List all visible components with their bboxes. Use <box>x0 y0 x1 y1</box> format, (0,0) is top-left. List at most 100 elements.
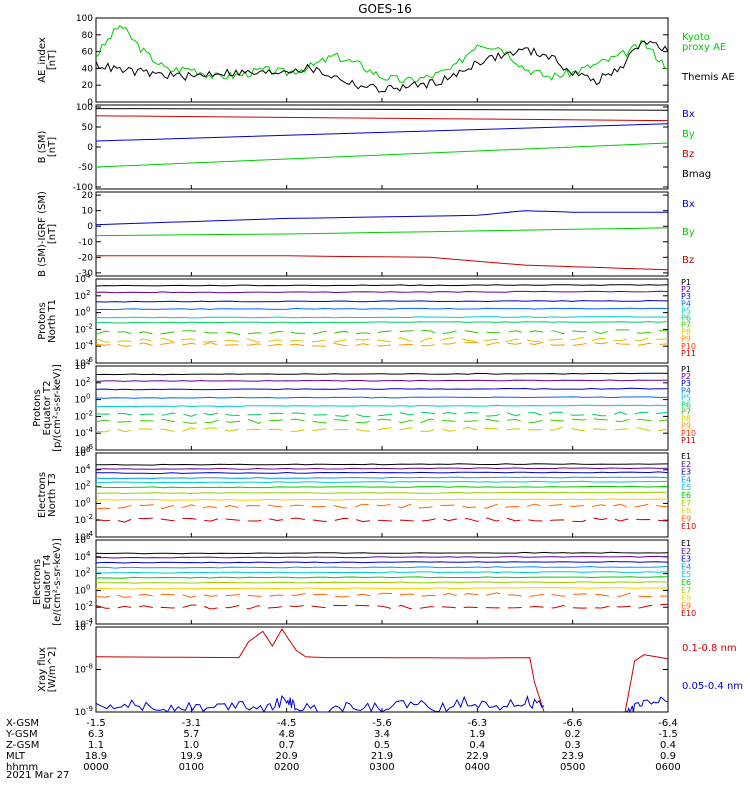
y-tick-label: 10 <box>75 449 87 459</box>
y-axis-label: Protons <box>37 302 48 339</box>
axis-row-label: X-GSM <box>6 718 39 729</box>
axis-row-value: 0500 <box>560 762 585 773</box>
y-axis-label: [nT] <box>47 224 58 244</box>
y-tick-exponent: -2 <box>86 322 93 330</box>
y-tick-label: 10 <box>75 536 87 546</box>
y-tick-label: 10 <box>75 553 87 563</box>
channel-line <box>95 329 669 336</box>
legend-entry: P1 <box>681 278 691 287</box>
axis-row-label: Y-GSM <box>5 729 38 740</box>
y-axis-label: Protons <box>32 389 43 426</box>
y-tick-exponent: -2 <box>86 409 93 417</box>
axis-row-value: 0.5 <box>374 740 390 751</box>
legend-entry: E5 <box>681 483 691 492</box>
legend-entry: P3 <box>681 379 691 388</box>
y-tick-exponent: 2 <box>86 480 90 488</box>
y-axis-label: [p/(cm²-s-sr-keV)] <box>52 364 63 452</box>
y-tick-exponent: -4 <box>86 617 94 625</box>
channel-line <box>95 581 669 584</box>
legend-entry: P2 <box>681 372 691 381</box>
y-axis-label: [nT] <box>47 137 58 157</box>
y-tick-exponent: -6 <box>86 356 94 364</box>
y-tick-label: 10 <box>75 362 87 372</box>
axis-row-value: 20.9 <box>276 751 298 762</box>
legend-entry: E3 <box>681 468 691 477</box>
legend-entry: P10 <box>681 429 696 438</box>
y-axis-label: B (SM) <box>37 130 48 163</box>
axis-row-value: -4.5 <box>277 718 297 729</box>
channel-line <box>95 284 669 287</box>
legend-entry: P9 <box>681 335 691 344</box>
axis-row-label: Z-GSM <box>6 740 39 751</box>
y-tick-exponent: 0 <box>86 393 90 401</box>
y-tick-exponent: 2 <box>86 376 90 384</box>
legend-entry: E2 <box>681 460 691 469</box>
y-tick-label: 20 <box>82 191 94 201</box>
axis-row-value: 0.9 <box>660 751 676 762</box>
channel-line <box>95 498 669 501</box>
series-line <box>95 210 668 226</box>
panel-frame <box>95 365 669 451</box>
y-axis-label: B (SM)-IGRF (SM) <box>37 191 48 277</box>
channel-line <box>95 290 669 294</box>
series-line <box>95 227 669 237</box>
y-tick-label: 20 <box>82 81 94 91</box>
legend-entry: P8 <box>681 415 691 424</box>
channel-line <box>95 379 669 382</box>
legend-entry: E9 <box>681 514 691 523</box>
legend-entry: 0.05-0.4 nm <box>682 681 743 692</box>
axis-row-value: -6.3 <box>468 718 488 729</box>
panel-frame <box>95 452 669 538</box>
axis-row-value: 1.1 <box>88 740 104 751</box>
legend-entry: P8 <box>681 328 691 337</box>
axis-row-value: 4.8 <box>279 729 295 740</box>
legend-entry: P9 <box>681 422 691 431</box>
axis-row-value: 19.9 <box>180 751 202 762</box>
axis-row-value: 6.3 <box>88 729 104 740</box>
legend-entry: E9 <box>681 601 691 610</box>
legend-entry: E3 <box>681 555 691 564</box>
y-tick-exponent: 6 <box>86 533 91 541</box>
channel-line <box>95 426 669 433</box>
legend-entry: P6 <box>681 313 691 322</box>
channel-line <box>95 560 669 564</box>
y-tick-label: 10 <box>75 586 87 596</box>
y-tick-label: 10 <box>75 275 87 285</box>
y-tick-label: 100 <box>76 103 93 113</box>
legend-entry: E10 <box>681 609 696 618</box>
y-tick-label: 100 <box>76 14 93 24</box>
axis-row-label: MLT <box>6 751 26 762</box>
axis-row-label: hhmm <box>6 762 38 773</box>
axis-row-value: 0.2 <box>565 729 581 740</box>
panel-frame <box>95 17 669 103</box>
y-axis-label: [e/(cm²-s-sr-keV)] <box>52 538 63 626</box>
legend-entry: E4 <box>681 475 691 484</box>
channel-line <box>95 411 669 417</box>
y-axis-label: Electrons <box>32 559 43 605</box>
legend-entry: Bz <box>682 149 694 160</box>
legend-entry: Bmag <box>682 169 711 180</box>
y-tick-label: 10 <box>75 499 87 509</box>
y-tick-label: 60 <box>82 48 94 58</box>
y-tick-label: 10 <box>75 396 87 406</box>
axis-row-value: -3.1 <box>182 718 202 729</box>
series-line <box>624 654 669 713</box>
channel-line <box>95 571 669 574</box>
y-tick-exponent: 4 <box>86 272 91 280</box>
axis-row-value: 1.9 <box>469 729 485 740</box>
channel-line <box>95 307 669 311</box>
axis-row-value: 5.7 <box>183 729 199 740</box>
channel-line <box>95 299 669 303</box>
y-tick-label: 10 <box>82 207 94 217</box>
y-tick-label: 10 <box>75 483 87 493</box>
series-line <box>95 628 545 713</box>
series-line <box>95 123 669 142</box>
y-tick-label: 10 <box>75 446 87 456</box>
y-tick-label: 10 <box>75 533 87 543</box>
y-tick-label: 10 <box>75 342 87 352</box>
